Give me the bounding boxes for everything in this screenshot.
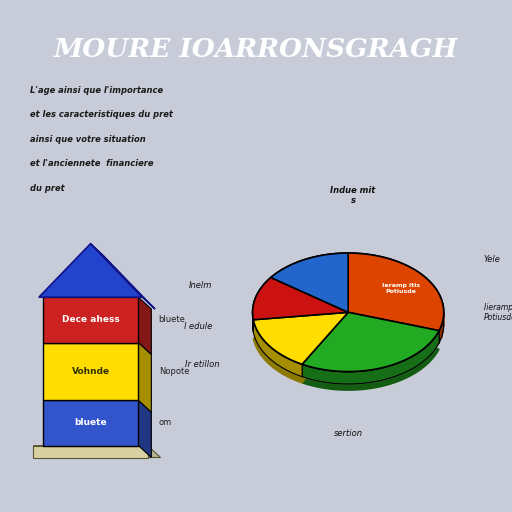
Polygon shape <box>271 253 348 312</box>
Polygon shape <box>252 278 348 320</box>
Polygon shape <box>138 297 152 354</box>
Polygon shape <box>253 320 302 377</box>
Text: l edule: l edule <box>184 322 212 331</box>
Polygon shape <box>33 445 147 458</box>
Text: Dece ahess: Dece ahess <box>61 315 119 324</box>
Polygon shape <box>348 253 444 331</box>
Polygon shape <box>252 325 444 384</box>
Polygon shape <box>302 312 439 372</box>
Text: MOURE IOARRONSGRAGH: MOURE IOARRONSGRAGH <box>54 37 458 62</box>
Text: sertion: sertion <box>334 429 362 438</box>
Polygon shape <box>439 315 443 343</box>
Text: Ir etillon: Ir etillon <box>185 360 219 369</box>
Polygon shape <box>253 318 348 383</box>
Polygon shape <box>302 331 439 384</box>
Polygon shape <box>91 244 155 309</box>
Text: Nopote: Nopote <box>159 367 189 376</box>
Text: L'age ainsi que l'importance: L'age ainsi que l'importance <box>30 86 163 95</box>
Text: bluete: bluete <box>74 418 107 428</box>
Polygon shape <box>271 253 348 312</box>
Text: Vohnde: Vohnde <box>72 367 110 376</box>
Polygon shape <box>42 297 138 343</box>
Polygon shape <box>253 312 348 364</box>
Text: et l'anciennete  financiere: et l'anciennete financiere <box>30 159 153 168</box>
Text: Inelm: Inelm <box>189 281 212 290</box>
Polygon shape <box>39 244 142 297</box>
Text: du pret: du pret <box>30 184 65 193</box>
Text: bluete: bluete <box>159 315 185 324</box>
Polygon shape <box>252 278 348 320</box>
Polygon shape <box>302 318 439 390</box>
Text: ainsi que votre situation: ainsi que votre situation <box>30 135 145 144</box>
Text: et les caracteristiques du pret: et les caracteristiques du pret <box>30 110 173 119</box>
Text: Iieramp itis
Potiusde: Iieramp itis Potiusde <box>484 303 512 322</box>
Text: Indue mit
s: Indue mit s <box>330 186 376 205</box>
Polygon shape <box>253 312 348 364</box>
Polygon shape <box>33 445 161 458</box>
Polygon shape <box>302 312 439 372</box>
Text: Yele: Yele <box>484 255 501 264</box>
Polygon shape <box>348 253 444 331</box>
Polygon shape <box>42 400 138 445</box>
Polygon shape <box>42 343 138 400</box>
Polygon shape <box>252 314 253 332</box>
Polygon shape <box>138 343 152 412</box>
Text: Ieramp itis
Potiusde: Ieramp itis Potiusde <box>382 283 420 294</box>
Text: om: om <box>159 418 172 428</box>
Polygon shape <box>138 400 152 458</box>
